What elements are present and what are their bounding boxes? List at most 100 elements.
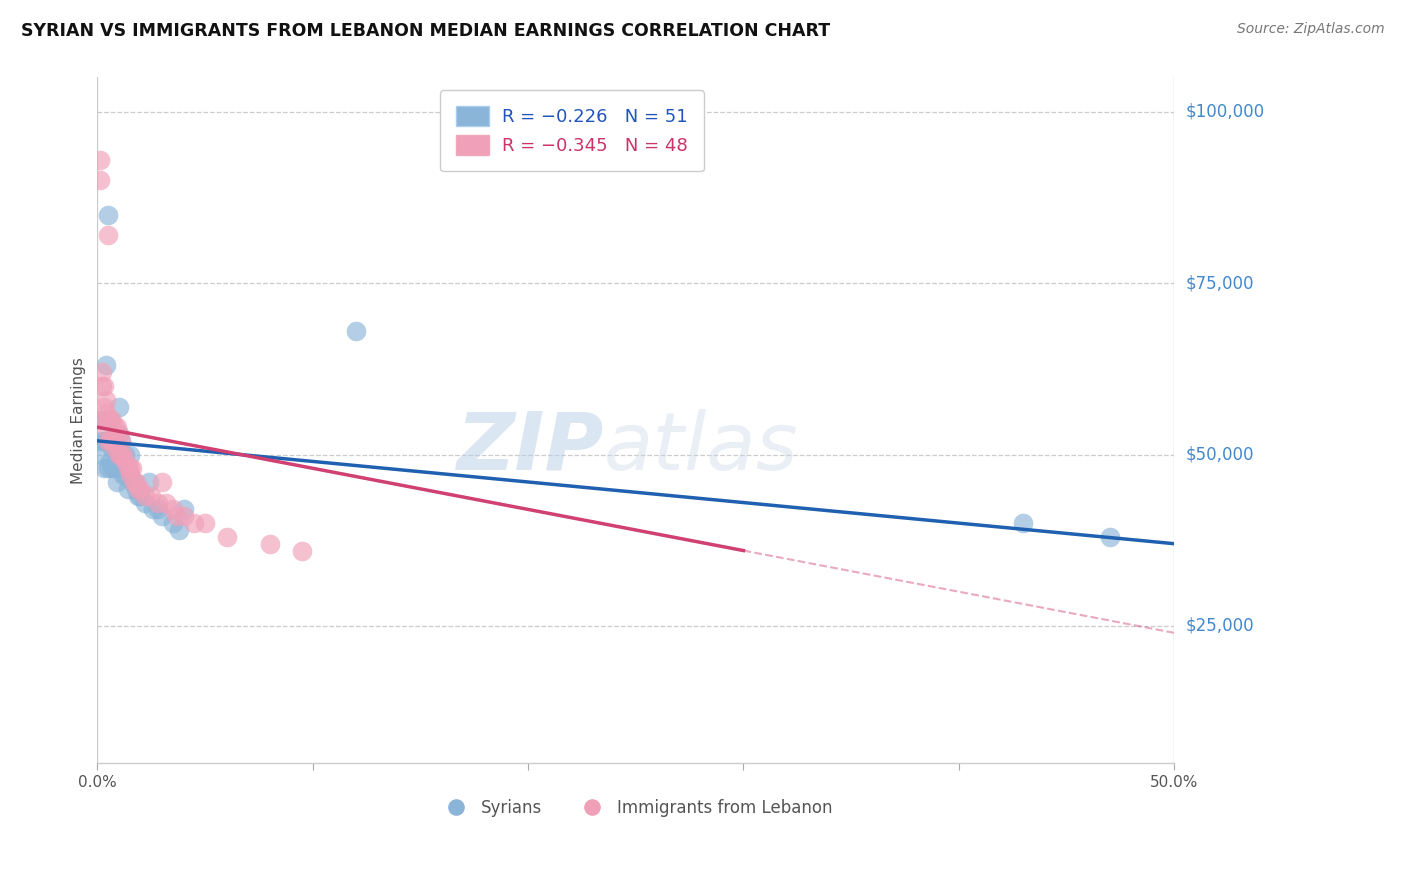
Point bbox=[93, 379, 115, 393]
Point bbox=[97, 228, 120, 243]
Point bbox=[173, 502, 195, 516]
Point bbox=[112, 448, 135, 462]
Legend: Syrians, Immigrants from Lebanon: Syrians, Immigrants from Lebanon bbox=[433, 792, 839, 823]
Point bbox=[183, 516, 205, 530]
Point bbox=[93, 413, 115, 427]
Point bbox=[90, 448, 112, 462]
Point bbox=[103, 434, 125, 448]
Point bbox=[89, 173, 111, 187]
Text: $100,000: $100,000 bbox=[1185, 103, 1264, 120]
Point bbox=[1098, 530, 1121, 544]
Point bbox=[110, 448, 132, 462]
Point bbox=[110, 434, 132, 448]
Point bbox=[90, 413, 112, 427]
Point bbox=[94, 413, 117, 427]
Point bbox=[167, 523, 190, 537]
Point bbox=[129, 489, 152, 503]
Point bbox=[114, 454, 136, 468]
Text: SYRIAN VS IMMIGRANTS FROM LEBANON MEDIAN EARNINGS CORRELATION CHART: SYRIAN VS IMMIGRANTS FROM LEBANON MEDIAN… bbox=[21, 22, 830, 40]
Point bbox=[118, 448, 141, 462]
Point bbox=[121, 475, 143, 489]
Point bbox=[117, 461, 139, 475]
Point bbox=[98, 413, 121, 427]
Point bbox=[127, 482, 149, 496]
Point bbox=[291, 543, 314, 558]
Point bbox=[89, 153, 111, 167]
Point bbox=[103, 441, 125, 455]
Y-axis label: Median Earnings: Median Earnings bbox=[72, 357, 86, 483]
Point bbox=[97, 434, 120, 448]
Point bbox=[98, 413, 121, 427]
Text: ZIP: ZIP bbox=[456, 409, 603, 487]
Text: Source: ZipAtlas.com: Source: ZipAtlas.com bbox=[1237, 22, 1385, 37]
Text: $75,000: $75,000 bbox=[1185, 274, 1254, 293]
Point bbox=[98, 434, 121, 448]
Point bbox=[173, 509, 195, 524]
Point bbox=[166, 509, 188, 524]
Point bbox=[118, 468, 141, 483]
Point bbox=[108, 400, 131, 414]
Point bbox=[97, 434, 120, 448]
Point bbox=[134, 489, 156, 503]
Point bbox=[101, 413, 124, 427]
Point bbox=[155, 495, 177, 509]
Point bbox=[93, 413, 115, 427]
Point bbox=[114, 468, 136, 483]
Point bbox=[108, 427, 131, 442]
Point bbox=[194, 516, 217, 530]
Point bbox=[146, 502, 169, 516]
Point bbox=[117, 482, 139, 496]
Point bbox=[90, 365, 112, 379]
Point bbox=[138, 475, 160, 489]
Point bbox=[101, 461, 124, 475]
Point bbox=[1012, 516, 1035, 530]
Point bbox=[118, 468, 141, 483]
Point bbox=[94, 392, 117, 407]
Text: atlas: atlas bbox=[603, 409, 799, 487]
Point bbox=[101, 434, 124, 448]
Point bbox=[97, 413, 120, 427]
Point bbox=[121, 461, 143, 475]
Point bbox=[125, 482, 148, 496]
Point bbox=[114, 448, 136, 462]
Point bbox=[108, 448, 131, 462]
Point bbox=[215, 530, 238, 544]
Point bbox=[98, 454, 121, 468]
Point bbox=[344, 324, 367, 338]
Point bbox=[108, 448, 131, 462]
Point bbox=[94, 359, 117, 373]
Point bbox=[97, 461, 120, 475]
Point bbox=[103, 420, 125, 434]
Point bbox=[101, 434, 124, 448]
Point bbox=[94, 406, 117, 420]
Point bbox=[150, 475, 173, 489]
Point bbox=[150, 509, 173, 524]
Point bbox=[94, 434, 117, 448]
Point bbox=[93, 400, 115, 414]
Point bbox=[146, 495, 169, 509]
Point bbox=[259, 537, 281, 551]
Point bbox=[97, 208, 120, 222]
Point bbox=[94, 420, 117, 434]
Point bbox=[125, 475, 148, 489]
Point bbox=[105, 420, 128, 434]
Point bbox=[101, 441, 124, 455]
Point bbox=[108, 427, 131, 442]
Point bbox=[122, 475, 145, 489]
Point bbox=[93, 434, 115, 448]
Point bbox=[89, 434, 111, 448]
Point bbox=[134, 495, 156, 509]
Point bbox=[98, 434, 121, 448]
Point bbox=[110, 434, 132, 448]
Point bbox=[112, 468, 135, 483]
Point bbox=[118, 461, 141, 475]
Point bbox=[112, 448, 135, 462]
Point bbox=[105, 434, 128, 448]
Point bbox=[110, 448, 132, 462]
Point bbox=[93, 461, 115, 475]
Point bbox=[127, 489, 149, 503]
Point bbox=[162, 516, 184, 530]
Point bbox=[162, 502, 184, 516]
Point bbox=[103, 461, 125, 475]
Point bbox=[105, 475, 128, 489]
